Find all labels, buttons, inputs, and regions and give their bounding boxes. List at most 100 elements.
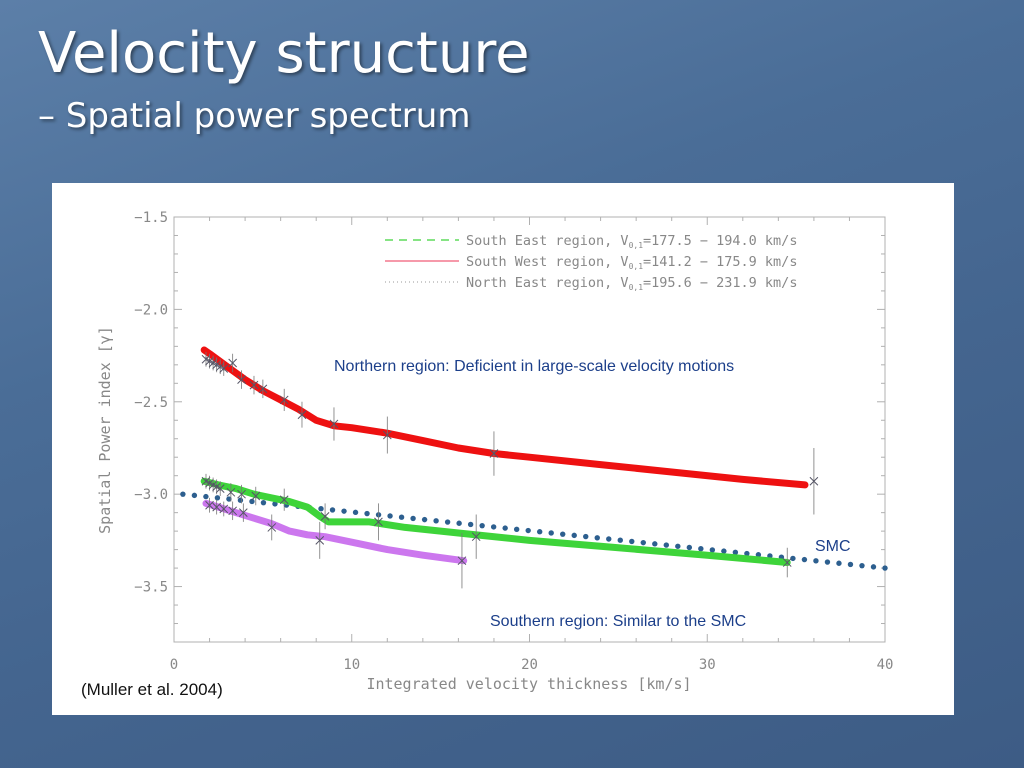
smc-point bbox=[571, 532, 577, 539]
smc-point bbox=[560, 531, 566, 537]
legend-label-north-east: North East region, V0,1=195.6 − 231.9 km… bbox=[466, 275, 797, 292]
x-axis-label: Integrated velocity thickness [km/s] bbox=[366, 675, 691, 693]
data-marker bbox=[226, 487, 236, 497]
data-marker bbox=[215, 484, 225, 493]
smc-point bbox=[594, 535, 600, 541]
smc-point bbox=[421, 516, 428, 523]
data-marker bbox=[382, 430, 392, 440]
smc-point bbox=[387, 513, 393, 519]
data-marker bbox=[297, 410, 307, 420]
data-marker bbox=[228, 506, 238, 516]
smc-point bbox=[732, 549, 739, 556]
smc-point bbox=[629, 538, 635, 545]
smc-point bbox=[444, 519, 451, 525]
error-bars bbox=[201, 351, 819, 589]
smc-point bbox=[352, 509, 359, 516]
spectrum-chart: 0 10 20 30 40 −1.5 −2.0 −2.5 −3.0 −3.5 South East… bbox=[96, 210, 893, 693]
x-tick-label: 10 bbox=[343, 657, 360, 673]
data-marker bbox=[782, 558, 792, 567]
smc-point bbox=[536, 529, 543, 535]
citation: (Muller et al. 2004) bbox=[81, 680, 223, 699]
smc-point bbox=[490, 524, 497, 530]
data-marker bbox=[237, 489, 246, 499]
smc-point bbox=[606, 536, 612, 542]
smc-point bbox=[617, 537, 623, 543]
smc-point bbox=[318, 506, 324, 512]
y-axis-label: Spatial Power index [γ] bbox=[96, 326, 114, 534]
data-marker bbox=[238, 508, 248, 518]
smc-point bbox=[859, 562, 865, 569]
smc-point bbox=[870, 564, 877, 570]
data-marker bbox=[329, 419, 339, 429]
data-marker bbox=[279, 395, 289, 405]
y-tick-label: −3.0 bbox=[134, 487, 168, 503]
south-east-region-line bbox=[200, 477, 791, 566]
slide-title: Velocity structure bbox=[38, 21, 530, 86]
smc-point bbox=[663, 542, 670, 548]
legend-label-south-west: South West region, V0,1=141.2 − 175.9 km… bbox=[466, 254, 797, 271]
smc-point bbox=[226, 496, 232, 502]
data-marker bbox=[228, 358, 238, 368]
legend-label-south-east: South East region, V0,1=177.5 − 194.0 km… bbox=[466, 233, 797, 250]
smc-point bbox=[813, 558, 819, 564]
smc-point bbox=[260, 499, 267, 506]
smc-point bbox=[686, 544, 693, 551]
y-tick-label: −2.5 bbox=[134, 395, 168, 411]
smc-point bbox=[698, 545, 704, 552]
data-marker bbox=[249, 380, 259, 390]
data-marker bbox=[320, 511, 330, 521]
smc-point bbox=[744, 550, 750, 557]
smc-point bbox=[548, 530, 554, 536]
slide-subtitle: – Spatial power spectrum bbox=[38, 96, 471, 136]
smc-point bbox=[272, 501, 278, 507]
data-marker bbox=[219, 364, 229, 373]
smc-point bbox=[329, 507, 336, 513]
y-tick-label: −3.5 bbox=[134, 580, 168, 596]
smc-point bbox=[467, 521, 474, 528]
smc-point bbox=[513, 526, 520, 533]
data-marker bbox=[205, 500, 214, 510]
data-marker bbox=[237, 375, 246, 384]
figure-panel: 0 10 20 30 40 −1.5 −2.0 −2.5 −3.0 −3.5 South East… bbox=[52, 183, 954, 715]
smc-point bbox=[456, 520, 462, 526]
y-tick-label: −2.0 bbox=[134, 302, 168, 318]
smc-point bbox=[191, 492, 198, 499]
annotation-northern: Northern region: Deficient in large-scal… bbox=[334, 358, 734, 375]
smc-point bbox=[410, 515, 416, 522]
legend: South East region, V0,1=177.5 − 194.0 km… bbox=[385, 233, 797, 292]
data-marker bbox=[374, 517, 383, 527]
data-marker bbox=[267, 523, 277, 532]
smc-point bbox=[790, 555, 796, 562]
smc-point bbox=[479, 522, 485, 529]
smc-point bbox=[525, 527, 531, 534]
data-marker bbox=[279, 495, 289, 505]
y-tick-label: −1.5 bbox=[134, 210, 168, 226]
data-marker bbox=[258, 384, 268, 394]
data-marker bbox=[219, 504, 229, 514]
smc-point bbox=[341, 508, 347, 514]
smc-point bbox=[675, 543, 681, 549]
data-marker bbox=[251, 491, 261, 501]
smc-point bbox=[203, 493, 209, 500]
north-east-region-line bbox=[200, 346, 809, 489]
smc-point bbox=[755, 552, 762, 558]
smc-point bbox=[721, 548, 727, 554]
smc-point bbox=[652, 541, 658, 547]
smc-point bbox=[801, 556, 808, 563]
x-tick-label: 20 bbox=[521, 657, 538, 673]
smc-point bbox=[847, 561, 854, 568]
x-tick-label: 0 bbox=[170, 657, 178, 673]
x-tick-label: 40 bbox=[877, 657, 894, 673]
x-tick-label: 30 bbox=[699, 657, 716, 673]
axis-ticks: 0 10 20 30 40 −1.5 −2.0 −2.5 −3.0 −3.5 bbox=[134, 210, 893, 673]
data-marker bbox=[489, 449, 499, 458]
smc-point bbox=[237, 497, 244, 503]
smc-point bbox=[824, 559, 831, 565]
data-marker bbox=[212, 502, 222, 512]
data-marker bbox=[471, 532, 481, 542]
smc-point bbox=[640, 539, 646, 546]
smc-point bbox=[709, 547, 716, 553]
data-marker bbox=[809, 476, 819, 486]
annotation-southern: Southern region: Similar to the SMC bbox=[490, 613, 746, 630]
smc-point bbox=[836, 560, 842, 566]
